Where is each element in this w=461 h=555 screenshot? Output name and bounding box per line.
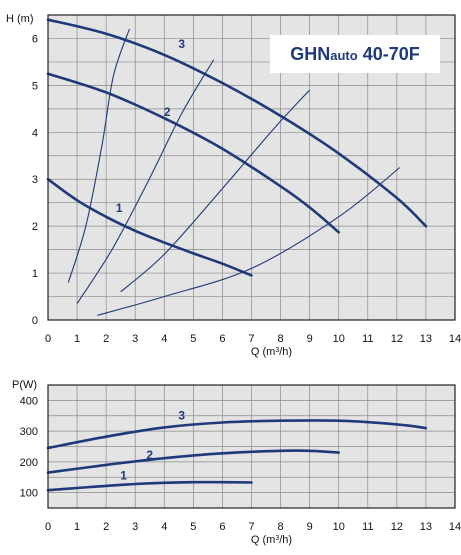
x-tick-label: 4	[161, 521, 167, 533]
x-tick-label: 14	[449, 521, 461, 533]
power-y-tick-labels: 100 200 300 400	[20, 395, 38, 499]
series-2-label: 2	[146, 448, 153, 462]
y-tick-label: 1	[32, 268, 38, 280]
xlabel-sup: 3	[275, 535, 279, 542]
x-tick-label: 4	[161, 333, 167, 345]
xlabel-pre: Q (m	[251, 534, 275, 546]
series-1-label: 1	[116, 201, 123, 215]
x-tick-label: 3	[132, 521, 138, 533]
head-y-axis-label: H (m)	[6, 13, 34, 25]
system-curves	[67, 28, 401, 316]
series-3-label: 3	[178, 408, 185, 422]
x-tick-label: 9	[307, 333, 313, 345]
title-brand: GHN	[290, 44, 330, 64]
x-tick-label: 12	[391, 521, 403, 533]
x-tick-label: 3	[132, 333, 138, 345]
power-x-axis-label: Q (m3/h)	[251, 534, 292, 546]
system-curve-4	[97, 167, 401, 316]
x-tick-label: 1	[74, 521, 80, 533]
x-tick-label: 11	[362, 521, 373, 533]
head-x-axis-label: Q (m3/h)	[251, 346, 292, 358]
system-curve-2	[76, 59, 215, 304]
y-tick-label: 400	[20, 395, 38, 407]
series-3-label: 3	[178, 37, 185, 51]
head-curves	[46, 18, 428, 277]
chart-title-box: GHNauto 40-70F	[270, 35, 440, 73]
xlabel-post: /h)	[279, 534, 292, 546]
x-tick-label: 12	[391, 333, 403, 345]
series-2-line	[46, 449, 340, 474]
y-tick-label: 0	[32, 315, 38, 327]
title-background	[270, 35, 440, 73]
system-curve-3	[120, 89, 311, 293]
power-curves	[46, 419, 428, 492]
x-tick-label: 13	[420, 521, 432, 533]
title-suffix: auto	[330, 48, 358, 63]
y-tick-label: 2	[32, 221, 38, 233]
power-plot-frame	[47, 384, 456, 509]
power-y-axis-label: P(W)	[12, 379, 37, 391]
y-tick-label: 200	[20, 457, 38, 469]
series-3-line	[46, 18, 428, 228]
head-x-tick-labels: 0 1 2 3 4 5 6 7 8 9 10 11 12 13 14	[45, 333, 461, 345]
series-3-line	[46, 419, 428, 450]
head-y-tick-labels: 0 1 2 3 4 5 6	[32, 33, 38, 327]
x-tick-label: 11	[362, 333, 373, 345]
title-model: 40-70F	[358, 44, 420, 64]
chart-title: GHNauto 40-70F	[290, 44, 420, 64]
series-1-line	[46, 480, 253, 492]
x-tick-label: 7	[248, 333, 254, 345]
series-2-line	[46, 72, 340, 234]
y-tick-label: 3	[32, 174, 38, 186]
head-plot-frame	[47, 14, 456, 321]
x-tick-label: 6	[219, 333, 225, 345]
x-tick-label: 1	[74, 333, 80, 345]
xlabel-post: /h)	[279, 346, 292, 358]
x-tick-label: 6	[219, 521, 225, 533]
series-1-label: 1	[120, 468, 127, 482]
x-tick-label: 7	[248, 521, 254, 533]
x-tick-label: 10	[333, 521, 345, 533]
x-tick-label: 5	[190, 521, 196, 533]
x-tick-label: 9	[307, 521, 313, 533]
y-tick-label: 4	[32, 127, 38, 139]
xlabel-sup: 3	[275, 347, 279, 354]
y-tick-label: 5	[32, 80, 38, 92]
series-2-label: 2	[164, 105, 171, 119]
x-tick-label: 13	[420, 333, 432, 345]
y-tick-label: 6	[32, 33, 38, 45]
x-tick-label: 0	[45, 521, 51, 533]
power-x-tick-labels: 0 1 2 3 4 5 6 7 8 9 10 11 12 13 14	[45, 521, 461, 533]
y-tick-label: 300	[20, 426, 38, 438]
x-tick-label: 2	[103, 333, 109, 345]
x-tick-label: 5	[190, 333, 196, 345]
x-tick-label: 2	[103, 521, 109, 533]
xlabel-pre: Q (m	[251, 346, 275, 358]
x-tick-label: 8	[278, 521, 284, 533]
x-tick-label: 10	[333, 333, 345, 345]
x-tick-label: 14	[449, 333, 461, 345]
x-tick-label: 8	[278, 333, 284, 345]
system-curve-1	[67, 28, 130, 283]
series-1-line	[46, 177, 253, 277]
head-curve-labels: 1 2 3	[116, 37, 186, 215]
x-tick-label: 0	[45, 333, 51, 345]
power-curve-labels: 1 2 3	[120, 408, 185, 482]
y-tick-label: 100	[20, 488, 38, 500]
